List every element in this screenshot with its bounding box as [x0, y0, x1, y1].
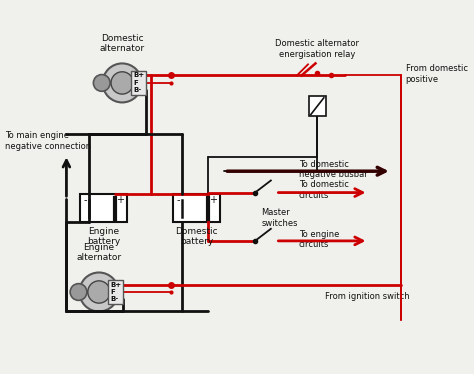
Text: F: F — [133, 80, 138, 86]
Circle shape — [88, 281, 110, 303]
Text: Engine
battery: Engine battery — [87, 227, 120, 246]
Text: B-: B- — [133, 88, 141, 94]
Circle shape — [93, 74, 110, 91]
Text: -: - — [176, 195, 180, 205]
Text: Engine
alternator: Engine alternator — [76, 243, 121, 262]
Text: B-: B- — [110, 297, 118, 303]
Bar — [173, 194, 220, 222]
Text: B+: B+ — [110, 282, 121, 288]
Text: F: F — [110, 289, 115, 295]
Circle shape — [103, 64, 142, 102]
Text: To domestic
negative busbar: To domestic negative busbar — [299, 160, 367, 180]
Bar — [108, 280, 123, 304]
Text: From ignition switch: From ignition switch — [325, 292, 410, 301]
Text: Domestic
alternator: Domestic alternator — [100, 34, 145, 53]
Bar — [131, 71, 146, 95]
Text: +: + — [209, 195, 217, 205]
Text: To domestic
circuits: To domestic circuits — [299, 181, 348, 200]
Circle shape — [70, 283, 87, 300]
Circle shape — [80, 273, 118, 312]
Text: Domestic
battery: Domestic battery — [175, 227, 218, 246]
Text: B+: B+ — [133, 73, 145, 79]
Text: +: + — [116, 195, 124, 205]
Circle shape — [111, 72, 133, 94]
Text: To engine
circuits: To engine circuits — [299, 230, 339, 249]
Text: Domestic alternator
energisation relay: Domestic alternator energisation relay — [275, 39, 359, 59]
Bar — [81, 194, 127, 222]
Bar — [309, 96, 326, 116]
Text: Master
switches: Master switches — [262, 208, 298, 228]
Text: -: - — [83, 195, 87, 205]
Text: To main engine
negative connection: To main engine negative connection — [5, 131, 91, 151]
Text: From domestic
positive: From domestic positive — [406, 64, 467, 84]
